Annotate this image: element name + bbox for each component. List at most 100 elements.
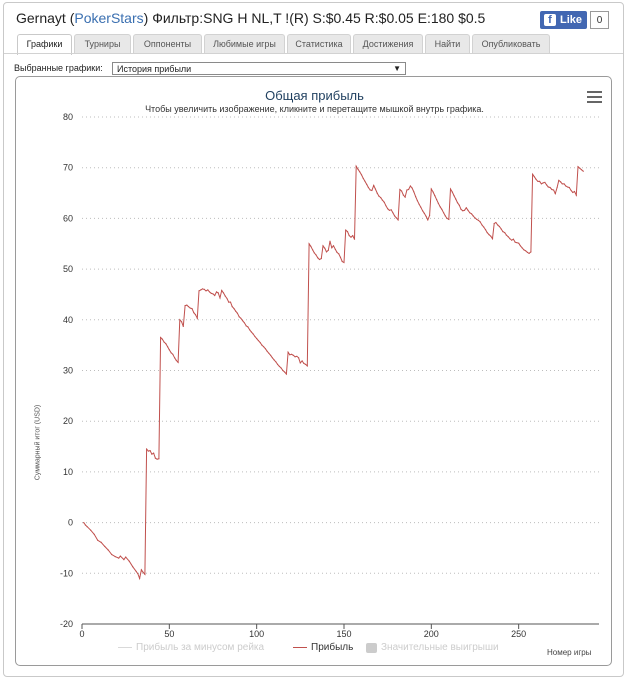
data-point	[367, 186, 369, 189]
data-point	[285, 373, 287, 375]
data-point	[325, 251, 328, 253]
tab-graphs[interactable]: Графики	[17, 34, 72, 55]
data-point	[514, 241, 516, 243]
data-point	[505, 234, 507, 236]
data-point	[97, 539, 99, 541]
data-point	[558, 179, 560, 181]
data-point	[222, 292, 225, 294]
data-point	[481, 224, 483, 226]
data-point	[416, 200, 418, 202]
facebook-like-button[interactable]: f Like	[540, 11, 587, 29]
tab-achievements[interactable]: Достижения	[353, 34, 423, 54]
data-point	[521, 247, 523, 249]
data-point	[394, 215, 396, 217]
data-point	[425, 215, 427, 217]
data-point	[235, 310, 237, 312]
data-point	[212, 293, 214, 295]
data-point	[250, 331, 252, 333]
data-point	[346, 231, 349, 233]
data-point	[219, 297, 221, 299]
like-count: 0	[590, 11, 609, 29]
data-point	[160, 336, 162, 339]
data-point	[201, 288, 204, 290]
site-link[interactable]: PokerStars	[74, 10, 144, 26]
data-point	[306, 365, 308, 367]
data-point	[268, 352, 270, 354]
legend-item[interactable]: Значительные выигрыши	[366, 642, 499, 653]
data-point	[472, 215, 474, 217]
data-point	[360, 174, 363, 176]
data-point	[570, 189, 572, 192]
chart-container[interactable]: Общая прибыль Чтобы увеличить изображени…	[15, 76, 612, 666]
data-point	[233, 308, 235, 310]
data-point	[512, 238, 514, 240]
data-point	[118, 557, 120, 559]
x-tick-label: 200	[424, 629, 439, 639]
data-point	[446, 217, 448, 219]
data-point	[560, 181, 562, 183]
data-point	[572, 191, 574, 194]
tab-statistics[interactable]: Статистика	[287, 34, 351, 54]
page-title: Gernayt (PokerStars) Фильтр:SNG H NL,T !…	[16, 10, 486, 26]
data-point	[467, 209, 469, 211]
data-point	[392, 212, 394, 214]
data-point	[215, 291, 218, 293]
tab-opponents[interactable]: Оппоненты	[133, 34, 202, 54]
data-point	[146, 448, 148, 450]
data-point	[261, 344, 263, 346]
data-point	[140, 569, 142, 571]
data-point	[434, 195, 436, 197]
tab-tournaments[interactable]: Турниры	[74, 34, 131, 54]
data-point	[221, 289, 223, 291]
data-point	[191, 308, 193, 310]
data-point	[350, 236, 352, 238]
data-point	[387, 208, 389, 210]
y-tick-label: 30	[63, 366, 73, 376]
data-point	[453, 195, 455, 197]
data-point	[406, 189, 408, 191]
legend-item[interactable]: Прибыль	[293, 642, 353, 653]
data-point	[397, 219, 399, 221]
legend-item[interactable]: Прибыль за минусом рейка	[118, 642, 264, 653]
data-point	[462, 210, 464, 212]
data-point	[324, 247, 326, 249]
data-point	[484, 229, 487, 231]
data-point	[135, 570, 137, 572]
data-point	[313, 252, 315, 254]
hamburger-menu-icon[interactable]	[587, 91, 602, 103]
data-point	[119, 555, 121, 557]
data-point	[299, 362, 301, 364]
data-point	[451, 191, 453, 193]
data-point	[486, 232, 488, 234]
data-point	[436, 199, 438, 201]
data-point	[175, 359, 177, 361]
data-point	[153, 452, 155, 454]
tab-search[interactable]: Найти	[425, 34, 470, 54]
chart-plot-area[interactable]: -20 -10 0 10 20 30 40 50 60 70 80 0 50 100 150 200 250	[16, 77, 611, 665]
data-point	[83, 522, 85, 524]
data-point	[177, 361, 179, 363]
data-point	[567, 186, 569, 188]
data-point	[341, 260, 343, 263]
data-point	[537, 180, 539, 182]
data-point	[327, 249, 329, 251]
data-point	[380, 197, 382, 199]
data-point	[243, 322, 245, 324]
tab-publish[interactable]: Опубликовать	[472, 34, 550, 54]
data-point	[561, 183, 563, 185]
data-point	[373, 184, 375, 186]
facebook-icon: f	[544, 14, 556, 26]
data-point	[401, 190, 403, 192]
data-point	[511, 239, 513, 241]
data-point	[84, 524, 87, 526]
data-point	[390, 209, 392, 211]
data-point	[493, 222, 495, 225]
data-point	[266, 350, 268, 352]
tab-bar: Графики Турниры Оппоненты Любимые игры С…	[4, 34, 623, 55]
tab-favorite-games[interactable]: Любимые игры	[204, 34, 285, 54]
chart-select[interactable]: История прибыли ▼	[112, 62, 406, 75]
data-point	[100, 541, 102, 543]
y-tick-label: 80	[63, 112, 73, 122]
data-point	[282, 369, 284, 372]
data-point	[488, 234, 490, 236]
